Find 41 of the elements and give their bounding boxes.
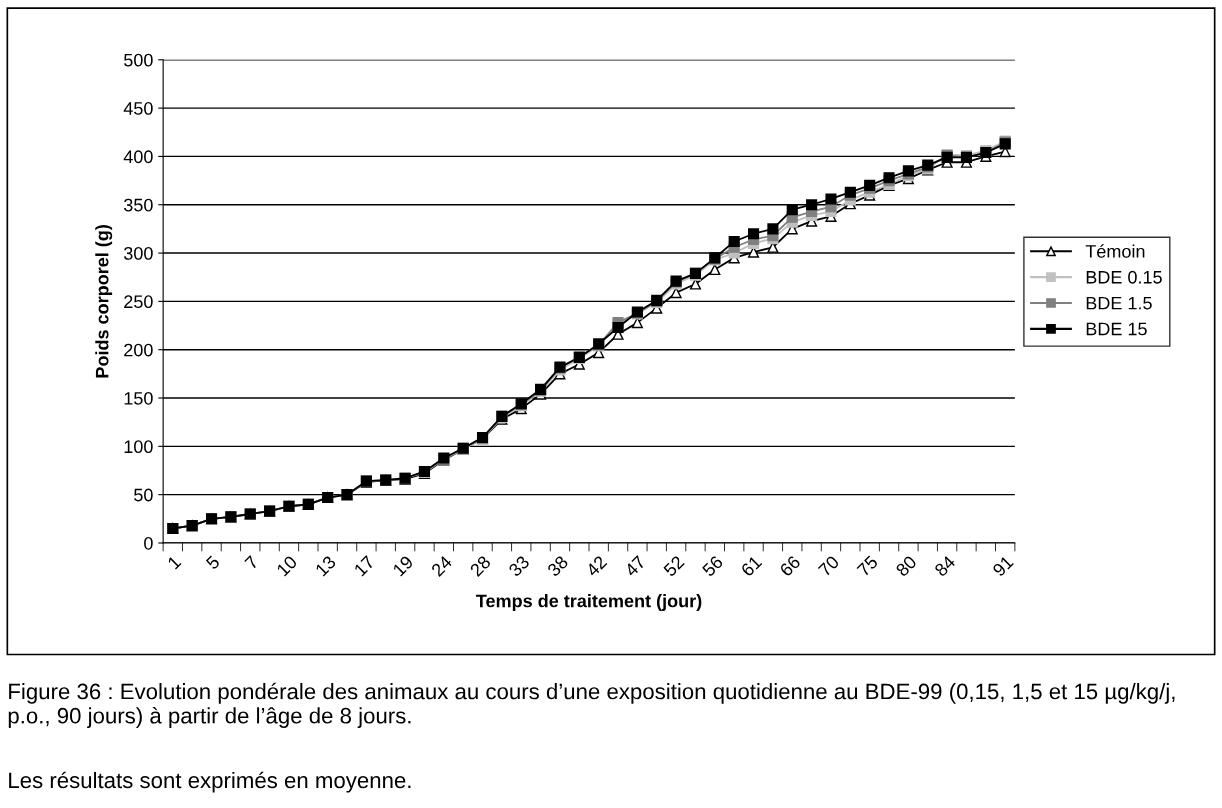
y-tick-label: 200 [124,343,153,357]
x-tick-label: 56 [701,554,724,578]
x-tick-label: 84 [933,554,957,578]
y-tick-label: 150 [124,391,153,405]
text: Les résultats sont exprimés en moyenne. [9,771,411,793]
x-tick-label: 13 [314,554,337,577]
y-tick-label: 300 [123,247,153,260]
x-tick-label: 7 [244,555,259,570]
x-tick-label: 91 [991,555,1014,578]
legend-label: Témoin [1085,244,1145,258]
x-tick-label: 28 [469,554,492,578]
caption: Figure 36 : Evolution pondérale des animaux au cours d’une exposition quotidienne au BDE-99 (0,15, 1,5 et 15 µg/kg/j, p.o., 90 jours) à partir de l’âge de 8 jours. [8,682,1175,728]
y-tick-label: 400 [123,150,153,164]
x-tick-label: 66 [779,554,802,578]
x-tick-label: 61 [740,555,763,578]
x-tick-label: 52 [662,555,685,578]
x-tick-label: 75 [856,555,879,578]
y-tick-label: 50 [134,488,153,502]
y-tick-label: 100 [124,440,153,454]
y-tick-label: 350 [123,198,153,212]
y-axis-title: Poids corporel (g) [95,225,113,378]
legend-label: BDE 1.5 [1086,296,1152,310]
y-tick-label: 450 [123,102,153,115]
x-tick-label: 24 [430,554,453,577]
x-tick-label: 17 [353,555,375,577]
x-tick-label: 5 [205,555,221,571]
x-tick-label: 42 [585,555,608,578]
legend-label: BDE 15 [1086,322,1147,336]
x-tick-label: 1 [167,555,182,570]
x-tick-label: 47 [623,555,647,578]
y-tick-label: 250 [124,295,153,309]
x-tick-label: 19 [392,555,414,577]
x-tick-label: 70 [817,554,840,578]
y-tick-label: 0 [144,536,153,550]
x-tick-label: 80 [895,554,918,578]
x-tick-label: 10 [276,554,298,577]
x-axis-title: Temps de traitement (jour) [476,594,702,611]
x-tick-label: 38 [546,554,569,578]
legend-label: BDE 0.15 [1086,270,1162,284]
y-tick-label: 500 [124,53,153,67]
x-tick-label: 33 [507,554,531,578]
